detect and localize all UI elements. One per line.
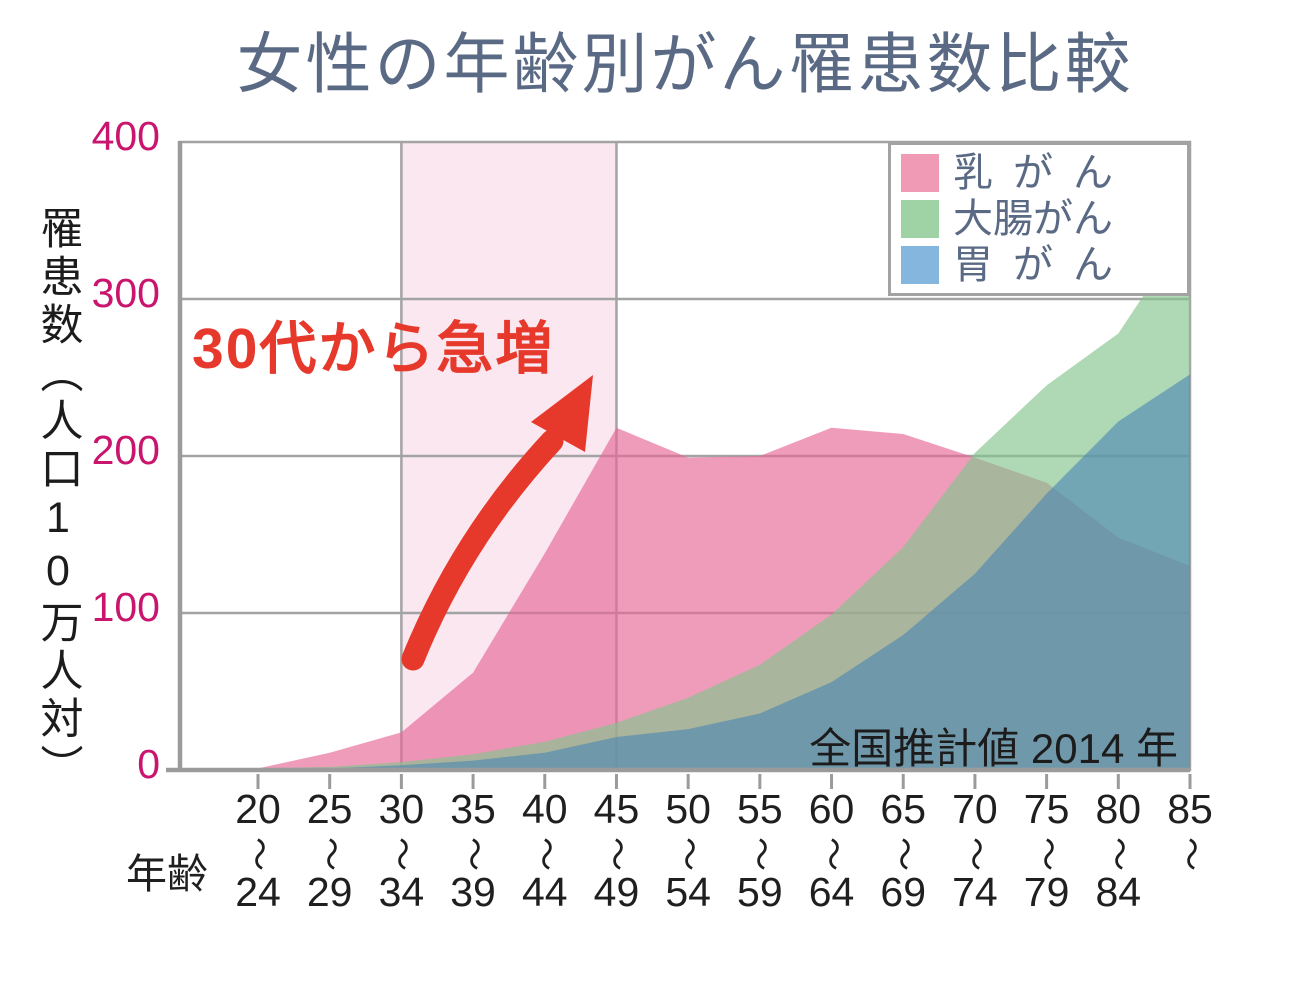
age-range-start: 30	[378, 786, 425, 832]
age-range-start: 35	[450, 786, 496, 832]
x-tick-label: 35 〜 39	[433, 789, 513, 913]
tilde-glyph: 〜	[740, 837, 779, 871]
x-tick-label: 25 〜 29	[290, 789, 370, 913]
area-stomach-cancer	[258, 374, 1190, 770]
tilde-glyph: 〜	[310, 837, 349, 871]
y-tick-label: 300	[91, 270, 160, 316]
arrow-head-icon	[531, 375, 593, 452]
age-range-start: 25	[306, 786, 353, 832]
x-tick-label: 20 〜 24	[218, 789, 298, 913]
tilde-glyph: 〜	[884, 837, 923, 871]
legend-label: 大腸がん	[953, 197, 1113, 241]
age-range-end: 69	[880, 869, 927, 915]
colorectal-cancer-swatch	[901, 200, 939, 238]
tilde-glyph: 〜	[1027, 837, 1066, 871]
age-range-end: 54	[665, 869, 711, 915]
x-tick-label: 45 〜 49	[576, 789, 656, 913]
x-tick-label: 85 〜	[1150, 789, 1230, 872]
y-tick-label: 200	[91, 427, 160, 473]
age-range-end: 59	[737, 869, 783, 915]
tilde-glyph: 〜	[955, 837, 994, 871]
age-range-end: 64	[808, 869, 855, 915]
age-range-end: 44	[521, 869, 568, 915]
source-note: 全国推計値 2014 年	[809, 725, 1178, 772]
tilde-glyph: 〜	[239, 837, 277, 871]
tilde-glyph: 〜	[597, 837, 636, 871]
tilde-glyph: 〜	[525, 837, 564, 871]
y-axis-title: 罹患数（人口10万人対）	[34, 206, 82, 792]
age-range-start: 55	[737, 786, 783, 832]
age-range-start: 50	[665, 786, 711, 832]
y-tick-label: 400	[91, 113, 160, 159]
y-tick-label: 0	[137, 741, 160, 787]
stomach-cancer-swatch	[901, 246, 939, 284]
age-range-start: 40	[521, 786, 568, 832]
x-tick-label: 80 〜 84	[1078, 789, 1158, 913]
tilde-glyph: 〜	[1171, 837, 1209, 871]
legend: 乳がん 大腸がん 胃がん	[888, 142, 1190, 296]
age-range-start: 85	[1167, 786, 1213, 832]
x-axis-title: 年齢	[126, 851, 208, 897]
age-range-start: 60	[808, 786, 855, 832]
legend-item: 乳がん	[901, 153, 1181, 193]
tilde-glyph: 〜	[1099, 837, 1138, 871]
chart-title: 女性の年齢別がん罹患数比較	[236, 27, 1134, 101]
breast-cancer-swatch	[901, 154, 939, 192]
arrow-shaft	[401, 429, 564, 671]
x-tick-label: 65 〜 69	[863, 789, 943, 913]
y-tick-label: 100	[91, 584, 160, 630]
age-range-end: 74	[952, 869, 998, 915]
age-range-start: 70	[952, 786, 998, 832]
x-tick-label: 40 〜 44	[505, 789, 585, 913]
tilde-glyph: 〜	[669, 837, 708, 871]
age-range-end: 39	[450, 869, 496, 915]
age-range-start: 65	[880, 786, 927, 832]
age-range-end: 34	[378, 869, 425, 915]
legend-item: 大腸がん	[901, 199, 1181, 239]
age-range-end: 84	[1095, 869, 1142, 915]
age-range-start: 80	[1095, 786, 1142, 832]
age-range-end: 49	[593, 869, 640, 915]
age-range-start: 75	[1023, 786, 1070, 832]
x-tick-label: 55 〜 59	[720, 789, 800, 913]
x-tick-label: 60 〜 64	[792, 789, 872, 913]
annotation-text: 30代から急増	[192, 317, 555, 381]
age-range-end: 24	[235, 869, 281, 915]
age-range-end: 79	[1023, 869, 1070, 915]
age-range-end: 29	[306, 869, 353, 915]
legend-label: 乳がん	[953, 151, 1133, 195]
x-tick-label: 75 〜 79	[1007, 789, 1087, 913]
x-tick-label: 30 〜 34	[361, 789, 441, 913]
x-tick-label: 50 〜 54	[648, 789, 728, 913]
legend-item: 胃がん	[901, 245, 1181, 285]
age-range-start: 45	[593, 786, 640, 832]
age-range-start: 20	[235, 786, 281, 832]
x-tick-label: 70 〜 74	[935, 789, 1015, 913]
tilde-glyph: 〜	[812, 837, 851, 871]
legend-label: 胃がん	[953, 243, 1133, 287]
tilde-glyph: 〜	[454, 837, 493, 871]
tilde-glyph: 〜	[382, 837, 421, 871]
